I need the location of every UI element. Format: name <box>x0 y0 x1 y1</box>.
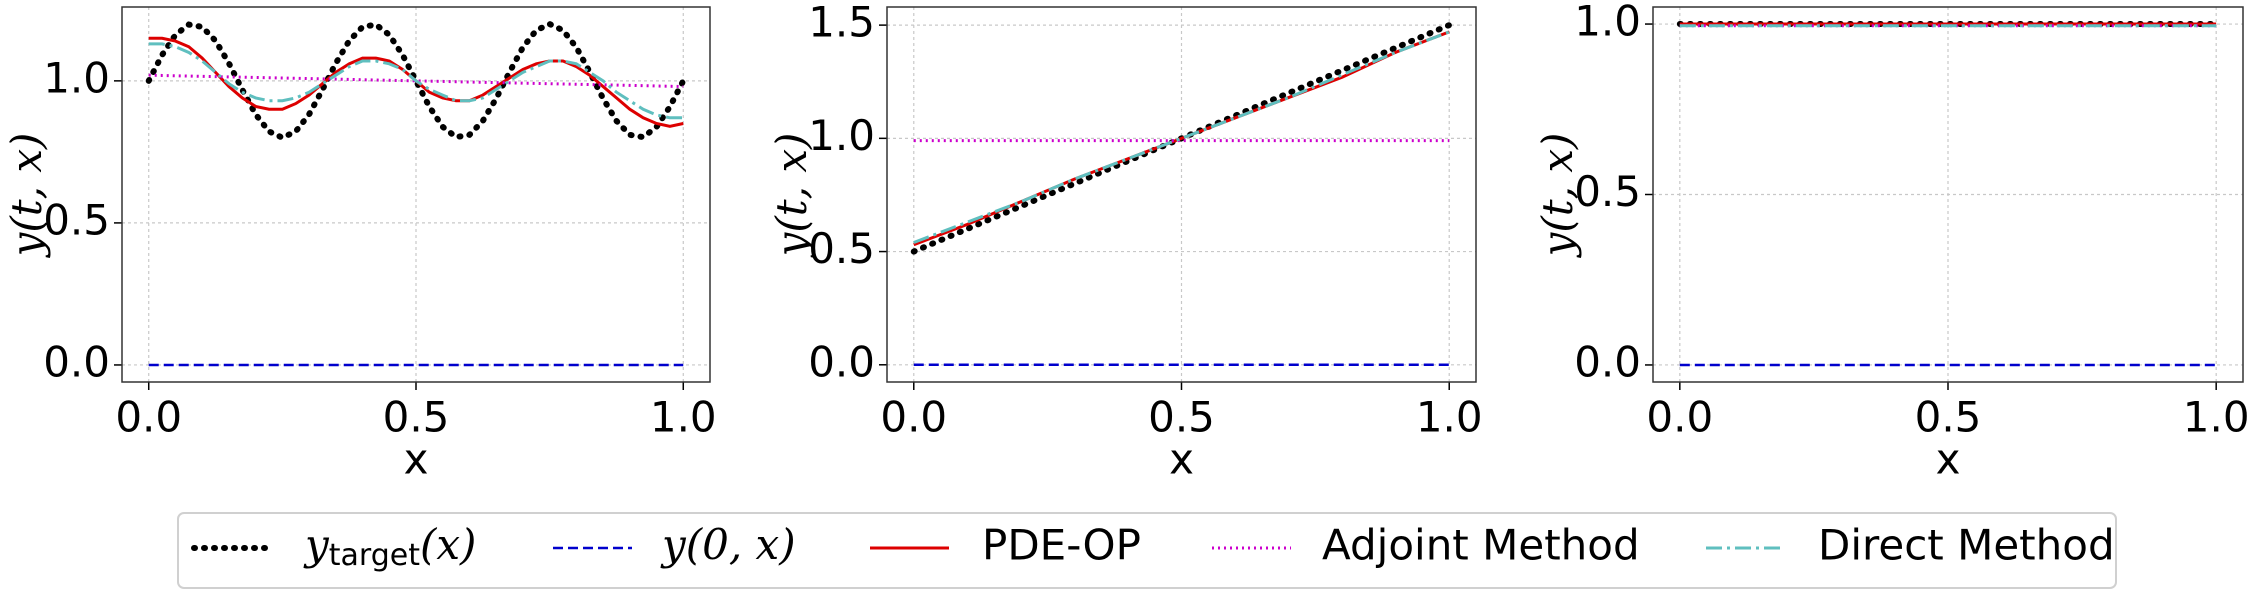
x-tick-label: 1.0 <box>650 393 717 442</box>
x-tick-label: 1.0 <box>2183 393 2250 442</box>
y-tick-label: 0.0 <box>808 337 875 386</box>
x-tick-label: 0.5 <box>1915 393 1982 442</box>
x-tick-label: 0.0 <box>880 393 947 442</box>
axes-frame <box>1652 6 2244 383</box>
legend-label: y(0, x) <box>660 520 796 569</box>
y-tick-label: 0.5 <box>43 195 110 244</box>
y-axis-label: y(t, x) <box>767 133 816 259</box>
series-line <box>148 42 684 120</box>
x-tick-label: 0.5 <box>383 393 450 442</box>
x-axis-label: x <box>1936 435 1961 484</box>
x-axis-label: x <box>404 435 429 484</box>
x-tick-label: 1.0 <box>1416 393 1483 442</box>
axes-frame <box>886 6 1477 383</box>
x-tick-label: 0.5 <box>1148 393 1215 442</box>
x-tick-label: 0.0 <box>1646 393 1713 442</box>
y-tick-label: 0.0 <box>43 337 110 386</box>
x-axis-label: x <box>1169 435 1194 484</box>
y-tick-label: 0.5 <box>1574 167 1641 216</box>
legend-frame <box>177 512 2117 589</box>
legend-label: ytarget(x) <box>303 520 476 573</box>
y-tick-label: 1.0 <box>43 53 110 102</box>
series-line <box>148 73 684 89</box>
y-tick-label: 1.0 <box>1574 0 1641 46</box>
legend-label: Adjoint Method <box>1322 521 1640 570</box>
y-axis-label: y(t, x) <box>1533 133 1582 259</box>
y-tick-label: 1.0 <box>808 111 875 160</box>
y-tick-label: 0.0 <box>1574 337 1641 386</box>
series-line <box>913 30 1450 244</box>
y-tick-label: 1.5 <box>808 0 875 47</box>
series-line <box>145 20 687 141</box>
x-tick-label: 0.0 <box>115 393 182 442</box>
legend-label: PDE-OP <box>982 521 1141 570</box>
y-axis-label: y(t, x) <box>2 133 51 259</box>
legend-label: Direct Method <box>1818 521 2115 570</box>
axes-frame <box>121 6 711 383</box>
y-tick-label: 0.5 <box>808 224 875 273</box>
